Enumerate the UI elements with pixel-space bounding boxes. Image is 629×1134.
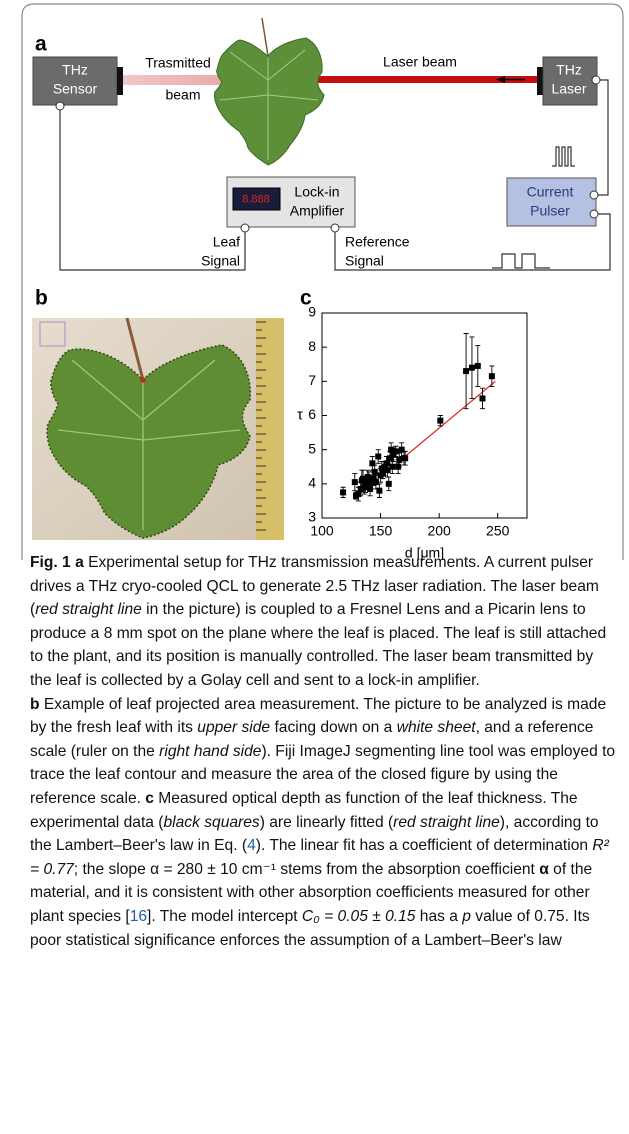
caption-emphasis: white sheet <box>397 719 476 736</box>
lockin-label: Amplifier <box>290 203 345 219</box>
pulser-label: Pulser <box>530 203 570 219</box>
caption-panel-label: a <box>71 554 84 571</box>
caption-emphasis: right hand side <box>159 743 261 760</box>
caption-math: p <box>462 908 471 925</box>
reference-label: Signal <box>345 253 384 269</box>
laser-label: THz <box>556 62 582 78</box>
connector <box>331 224 339 232</box>
equation-link[interactable]: 4 <box>247 837 256 854</box>
panel-label: b <box>35 287 48 310</box>
caption-text: ). The linear fit has a coefficient of d… <box>256 837 593 854</box>
data-point <box>489 373 495 379</box>
figure-page: a THz Sensor Trasmitted beam Laser beam … <box>0 0 629 1134</box>
plot-area <box>322 313 527 518</box>
sensor-label: Sensor <box>53 81 98 97</box>
caption-emphasis: upper side <box>197 719 270 736</box>
panel-label: a <box>35 33 47 56</box>
caption-math: C₀ = 0.05 ± 0.15 <box>302 908 416 925</box>
transmitted-label: Trasmitted <box>145 55 211 71</box>
data-point <box>389 464 395 470</box>
y-tick-label: 5 <box>308 440 316 456</box>
caption: Fig. 1 a Experimental setup for THz tran… <box>30 551 616 952</box>
caption-math: α <box>539 861 549 878</box>
connector <box>590 191 598 199</box>
figure: a THz Sensor Trasmitted beam Laser beam … <box>0 0 629 560</box>
data-point <box>386 481 392 487</box>
data-point <box>352 479 358 485</box>
citation-link[interactable]: 16 <box>130 908 147 925</box>
caption-text: ]. The model intercept <box>147 908 302 925</box>
data-point <box>402 455 408 461</box>
x-tick-label: 100 <box>310 523 334 539</box>
data-point <box>372 469 378 475</box>
x-tick-label: 200 <box>427 523 451 539</box>
connector <box>56 102 64 110</box>
data-point <box>340 489 346 495</box>
caption-emphasis: red straight line <box>393 814 500 831</box>
caption-math: α = 280 ± 10 cm⁻¹ <box>150 861 276 878</box>
caption-text: facing down on a <box>270 719 397 736</box>
laser-label: Laser <box>551 81 586 97</box>
data-point <box>463 368 469 374</box>
pulser-label: Current <box>527 184 574 200</box>
y-axis-label: τ <box>297 406 303 423</box>
figure-label: Fig. 1 <box>30 554 71 571</box>
data-point <box>375 454 381 460</box>
y-tick-label: 6 <box>308 406 316 422</box>
caption-emphasis: red straight line <box>35 601 142 618</box>
leaf-signal-label: Signal <box>201 253 240 269</box>
leaf-photo <box>32 318 284 540</box>
connector <box>592 76 600 84</box>
transmitted-label: beam <box>165 87 200 103</box>
sensor-label: THz <box>62 62 88 78</box>
sensor-window <box>117 67 123 95</box>
data-point <box>469 365 475 371</box>
wires <box>60 80 610 270</box>
data-point <box>376 488 382 494</box>
y-tick-label: 9 <box>308 304 316 320</box>
leaf-icon <box>214 18 324 165</box>
x-tick-label: 150 <box>369 523 393 539</box>
laser-beam-label: Laser beam <box>383 54 457 70</box>
x-tick-label: 250 <box>486 523 510 539</box>
leaf-signal-label: Leaf <box>213 234 240 250</box>
data-point <box>437 418 443 424</box>
caption-panel-label: c <box>145 790 154 807</box>
caption-text: stems from the absorption coefficient <box>276 861 539 878</box>
y-tick-label: 8 <box>308 338 316 354</box>
lockin-label: Lock-in <box>294 184 339 200</box>
display-text: 8.888 <box>242 193 270 205</box>
caption-emphasis: black squares <box>163 814 259 831</box>
laser-window <box>537 67 543 95</box>
connector <box>241 224 249 232</box>
caption-text: ) are linearly fitted ( <box>260 814 393 831</box>
y-tick-label: 7 <box>308 372 316 388</box>
caption-text: ; the slope <box>74 861 150 878</box>
caption-text: has a <box>415 908 462 925</box>
y-tick-label: 4 <box>308 475 316 491</box>
reference-label: Reference <box>345 234 410 250</box>
data-point <box>475 363 481 369</box>
data-point <box>479 395 485 401</box>
connector <box>590 210 598 218</box>
caption-panel-label: b <box>30 696 40 713</box>
